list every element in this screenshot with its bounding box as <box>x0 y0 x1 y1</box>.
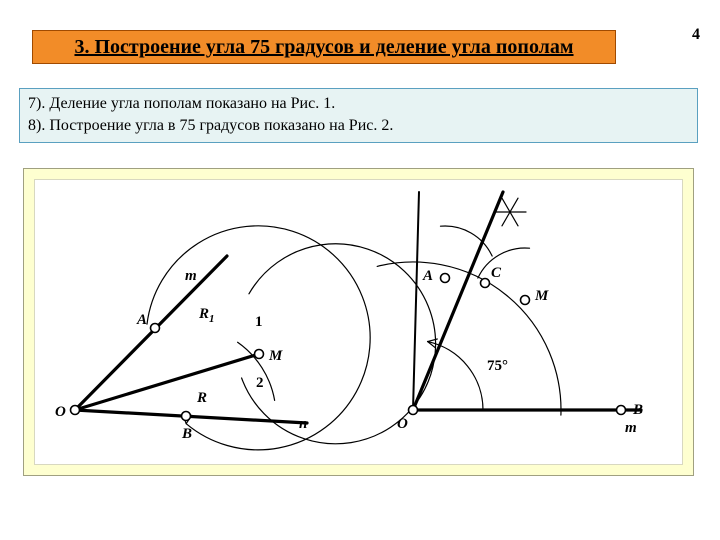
title-bar: 3. Построение угла 75 градусов и деление… <box>32 30 616 64</box>
instruction-box: 7). Деление угла пополам показано на Рис… <box>19 88 698 143</box>
svg-text:n: n <box>299 416 307 432</box>
svg-text:B: B <box>181 426 192 442</box>
note-line-2: 8). Построение угла в 75 градусов показа… <box>28 115 689 137</box>
svg-text:m: m <box>185 268 197 284</box>
diagram-svg: O A B M 1 2 m n R R1 O A C M Bm 75° <box>35 180 683 465</box>
svg-text:A: A <box>422 268 433 284</box>
note-line-1: 7). Деление угла пополам показано на Рис… <box>28 93 689 115</box>
svg-text:m: m <box>625 420 637 436</box>
figure-panel: O A B M 1 2 m n R R1 O A C M Bm 75° <box>23 168 694 476</box>
title-text: 3. Построение угла 75 градусов и деление… <box>74 36 573 59</box>
svg-text:2: 2 <box>256 375 264 391</box>
svg-text:O: O <box>55 404 66 420</box>
figure-inner: O A B M 1 2 m n R R1 O A C M Bm 75° <box>34 179 683 465</box>
svg-text:A: A <box>136 312 147 328</box>
svg-text:75°: 75° <box>487 358 508 374</box>
svg-text:C: C <box>491 265 502 281</box>
svg-text:M: M <box>534 288 549 304</box>
svg-text:R1: R1 <box>198 306 215 325</box>
page-number: 4 <box>692 26 700 44</box>
svg-text:M: M <box>268 348 283 364</box>
svg-text:B: B <box>632 402 643 418</box>
svg-text:R: R <box>196 390 207 406</box>
svg-text:1: 1 <box>255 314 263 330</box>
svg-text:O: O <box>397 416 408 432</box>
